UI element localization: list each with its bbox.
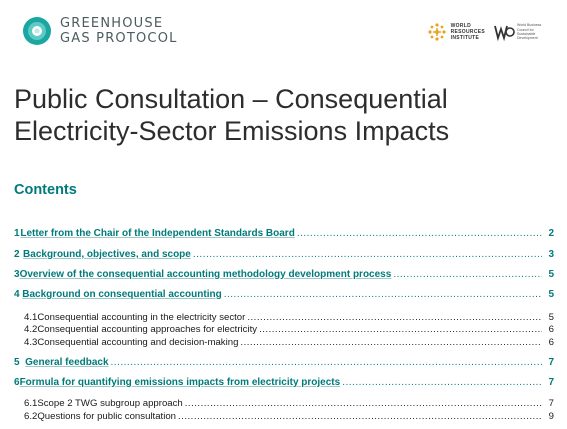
wbcsd-emblem-icon bbox=[494, 25, 515, 42]
toc-entry-number: 6 bbox=[14, 377, 20, 388]
toc-leader-dots bbox=[247, 312, 542, 323]
toc-entry-page: 3 bbox=[548, 249, 554, 260]
toc-entry-number: 4.3 bbox=[24, 337, 38, 348]
toc-leader-dots bbox=[259, 324, 542, 335]
wri-emblem-icon bbox=[428, 23, 446, 41]
ghg-protocol-circle-icon bbox=[23, 17, 51, 45]
toc-entry-page: 5 bbox=[548, 269, 554, 280]
toc-entry-page: 7 bbox=[548, 398, 554, 409]
wri-logo: WORLD RESOURCES INSTITUTE bbox=[427, 22, 485, 42]
toc-entry-label[interactable]: Consequential accounting approaches for … bbox=[37, 324, 258, 335]
toc-entry-page: 6 bbox=[548, 337, 554, 348]
toc-entry-label[interactable]: Background, objectives, and scope bbox=[23, 249, 191, 260]
toc-entry-label[interactable]: Consequential accounting in the electric… bbox=[37, 312, 246, 323]
toc-entry[interactable]: 5 General feedback 7 bbox=[14, 357, 554, 368]
toc-entry-label[interactable]: General feedback bbox=[25, 357, 109, 368]
toc-leader-dots bbox=[185, 398, 542, 409]
toc-entry-label[interactable]: Background on consequential accounting bbox=[22, 289, 222, 300]
toc-entry[interactable]: 6 Formula for quantifying emissions impac… bbox=[14, 377, 554, 388]
toc-leader-dots bbox=[240, 337, 542, 348]
toc-entry-label[interactable]: Letter from the Chair of the Independent… bbox=[20, 228, 295, 239]
partner-logos: WORLD RESOURCES INSTITUTE World Business… bbox=[427, 21, 543, 43]
toc-entry-number: 5 bbox=[14, 357, 20, 368]
toc-entry-number: 4.1 bbox=[24, 312, 38, 323]
toc-entry-number: 3 bbox=[14, 269, 20, 280]
toc-entry[interactable]: 4.3 Consequential accounting and decision… bbox=[14, 337, 554, 348]
toc-leader-dots bbox=[178, 411, 542, 422]
toc-entry-page: 5 bbox=[548, 312, 554, 323]
org-name-line1: GREENHOUSE bbox=[60, 16, 164, 31]
toc-leader-dots bbox=[111, 357, 542, 368]
toc-leader-dots bbox=[297, 228, 542, 239]
toc-entry-number: 6.1 bbox=[24, 398, 38, 409]
org-name: GREENHOUSE GAS PROTOCOL bbox=[60, 16, 178, 46]
toc-leader-dots bbox=[393, 269, 542, 280]
wbcsd-logo: World Business Council for Sustainable D… bbox=[493, 21, 543, 43]
title-line2: Electricity-Sector Emissions Impacts bbox=[14, 116, 450, 146]
wri-line2: RESOURCES bbox=[450, 29, 485, 35]
toc-entry-label[interactable]: Scope 2 TWG subgroup approach bbox=[37, 398, 183, 409]
contents-heading: Contents bbox=[14, 182, 77, 198]
toc-entry-number: 4 bbox=[14, 289, 20, 300]
page-header: GREENHOUSE GAS PROTOCOL WORLD RESOURCES bbox=[0, 0, 567, 70]
toc-entry-page: 9 bbox=[548, 411, 554, 422]
org-name-line2: GAS PROTOCOL bbox=[60, 31, 178, 46]
ghg-protocol-logo: GREENHOUSE GAS PROTOCOL bbox=[22, 16, 178, 46]
toc-entry-label[interactable]: Consequential accounting and decision-ma… bbox=[37, 337, 239, 348]
toc-entry-page: 5 bbox=[548, 289, 554, 300]
toc-entry-number: 1 bbox=[14, 228, 20, 239]
toc-entry[interactable]: 1 Letter from the Chair of the Independen… bbox=[14, 228, 554, 239]
toc-entry-number: 2 bbox=[14, 249, 20, 260]
toc-entry-label[interactable]: Overview of the consequential accounting… bbox=[19, 269, 392, 280]
toc-leader-dots bbox=[342, 377, 542, 388]
wbcsd-text: World Business Council for Sustainable D… bbox=[517, 23, 542, 41]
toc-entry-page: 2 bbox=[548, 228, 554, 239]
toc-entry-number: 6.2 bbox=[24, 411, 38, 422]
toc-entry-label[interactable]: Questions for public consultation bbox=[37, 411, 176, 422]
toc-entry[interactable]: 4.1 Consequential accounting in the elect… bbox=[14, 312, 554, 323]
toc-entry[interactable]: 3 Overview of the consequential accountin… bbox=[14, 269, 554, 280]
toc-entry-number: 4.2 bbox=[24, 324, 38, 335]
toc-leader-dots bbox=[224, 289, 542, 300]
document-title: Public Consultation – Consequential Elec… bbox=[14, 83, 554, 147]
toc-entry[interactable]: 4.2 Consequential accounting approaches f… bbox=[14, 324, 554, 335]
toc-entry-page: 7 bbox=[548, 357, 554, 368]
toc-entry-page: 7 bbox=[548, 377, 554, 388]
wri-line3: INSTITUTE bbox=[450, 35, 480, 41]
wri-line1: WORLD bbox=[450, 23, 472, 29]
title-line1: Public Consultation – Consequential bbox=[14, 84, 448, 114]
toc-entry-label[interactable]: Formula for quantifying emissions impact… bbox=[19, 377, 341, 388]
toc-entry-page: 6 bbox=[548, 324, 554, 335]
toc-leader-dots bbox=[193, 249, 542, 260]
